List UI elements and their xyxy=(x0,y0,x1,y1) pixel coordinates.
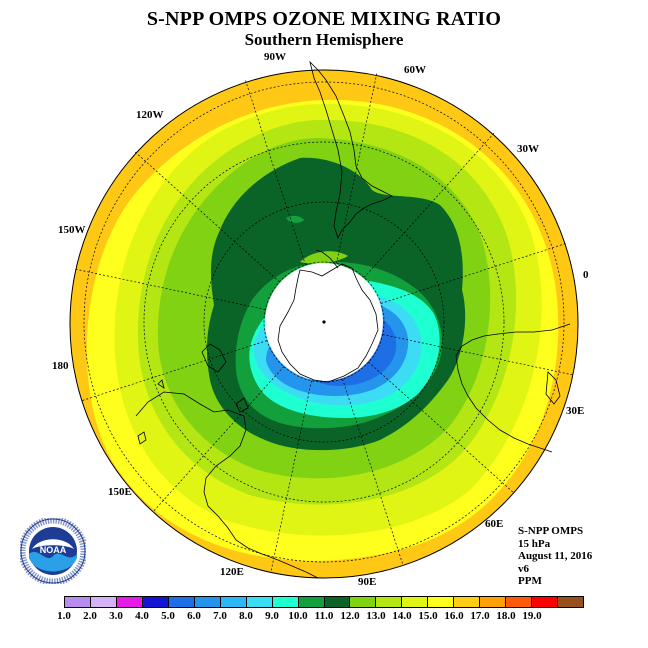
colorbar-cell xyxy=(65,597,91,607)
colorbar-tick-label: 4.0 xyxy=(135,610,149,622)
info-version: v6 xyxy=(518,562,529,575)
lon-label-0: 0 xyxy=(583,269,589,281)
colorbar-cell xyxy=(272,597,299,607)
colorbar-cell xyxy=(532,597,559,607)
ozone-contour-fill xyxy=(70,70,578,578)
graticule xyxy=(75,73,573,571)
colorbar-tick-label: 17.0 xyxy=(470,610,490,622)
lon-label-90e: 90E xyxy=(358,576,377,588)
meridian-line xyxy=(382,334,573,376)
colorbar-tick-label: 14.0 xyxy=(392,610,412,622)
colorbar-tick-label: 18.0 xyxy=(496,610,516,622)
lon-label-120e: 120E xyxy=(220,566,244,578)
colorbar-cell xyxy=(246,597,273,607)
antarctica-coast xyxy=(277,263,379,383)
lon-label-30e: 30E xyxy=(566,405,585,417)
colorbar-cell xyxy=(376,597,403,607)
colorbar-cell xyxy=(350,597,377,607)
colorbar-tick-label: 19.0 xyxy=(522,610,542,622)
lon-label-180: 180 xyxy=(52,360,69,372)
colorbar-tick-label: 11.0 xyxy=(314,610,334,622)
meridian-line xyxy=(245,80,306,266)
south-pole-marker xyxy=(322,320,326,324)
info-units: PPM xyxy=(518,575,542,587)
ozone-patch-green xyxy=(286,215,304,223)
south-america-coast xyxy=(309,60,393,240)
lon-label-120w: 120W xyxy=(136,109,164,121)
meridian-line xyxy=(380,243,566,304)
island-coast xyxy=(137,431,147,445)
lon-label-90w: 90W xyxy=(264,51,286,63)
colorbar-cell xyxy=(428,597,455,607)
island-coast-2 xyxy=(157,379,165,389)
colorbar-tick-label: 16.0 xyxy=(444,610,464,622)
info-instrument: S-NPP OMPS xyxy=(518,525,584,537)
colorbar-cell xyxy=(116,597,143,607)
ozone-patch-light-green xyxy=(424,412,444,425)
coastlines xyxy=(135,60,571,579)
meridian-line xyxy=(368,361,513,493)
meridians xyxy=(75,73,573,571)
meridian-line xyxy=(75,268,266,310)
map-border xyxy=(69,69,579,579)
lon-label-150w: 150W xyxy=(58,224,86,236)
meridian-line xyxy=(270,380,312,571)
colorbar-tick-label: 5.0 xyxy=(161,610,175,622)
meridian-line xyxy=(336,73,378,264)
colorbar-cell xyxy=(324,597,351,607)
lon-label-150e: 150E xyxy=(108,486,132,498)
colorbar-cell xyxy=(454,597,481,607)
colorbar-tick-label: 3.0 xyxy=(109,610,123,622)
meridian-line xyxy=(135,151,280,283)
colorbar-tick-label: 1.0 xyxy=(57,610,71,622)
colorbar-tick-label: 10.0 xyxy=(288,610,308,622)
map-subtitle: Southern Hemisphere xyxy=(244,30,404,49)
meridian-line xyxy=(82,340,268,401)
ozone-patch-light-green-2 xyxy=(300,251,348,264)
lon-label-60w: 60W xyxy=(404,64,426,76)
colorbar-tick-label: 2.0 xyxy=(83,610,97,622)
colorbar-cell xyxy=(220,597,247,607)
colorbar-tick-label: 12.0 xyxy=(340,610,360,622)
colorbar-tick-label: 8.0 xyxy=(239,610,253,622)
colorbar-tick-label: 15.0 xyxy=(418,610,438,622)
colorbar-tick-label: 7.0 xyxy=(213,610,227,622)
colorbar-tick-label: 9.0 xyxy=(265,610,279,622)
tasmania-coast xyxy=(235,397,249,413)
meridian-line xyxy=(153,366,285,511)
colorbar-labels: 1.0 2.0 3.0 4.0 5.0 6.0 7.0 8.0 9.0 10.0 11.0 12.0 1… xyxy=(57,610,584,624)
colorbar-cell xyxy=(402,597,429,607)
latitude-circle-75s xyxy=(263,261,385,383)
noaa-logo: NOAA xyxy=(20,518,86,584)
latitude-circle-45s xyxy=(143,141,505,503)
colorbar-cell xyxy=(194,597,221,607)
map-title: S-NPP OMPS OZONE MIXING RATIO xyxy=(146,8,502,30)
new-zealand-coast xyxy=(201,343,227,373)
madagascar-coast xyxy=(545,371,561,405)
colorbar-tick-label: 13.0 xyxy=(366,610,386,622)
meridian-line xyxy=(363,133,495,278)
colorbar-cell xyxy=(168,597,195,607)
colorbar-cell xyxy=(480,597,507,607)
latitude-circle-60s xyxy=(203,201,445,443)
colorbar-cell xyxy=(558,597,584,607)
colorbar-tick-label: 6.0 xyxy=(187,610,201,622)
noaa-logo-text: NOAA xyxy=(40,545,67,555)
africa-coast xyxy=(455,323,571,453)
lon-label-60e: 60E xyxy=(485,518,504,530)
colorbar-cell xyxy=(506,597,533,607)
info-level: 15 hPa xyxy=(518,537,551,550)
lon-label-30w: 30W xyxy=(517,143,539,155)
colorbar xyxy=(64,596,584,608)
meridian-line xyxy=(342,378,403,564)
colorbar-cell xyxy=(142,597,169,607)
colorbar-cell xyxy=(90,597,117,607)
australia-coast xyxy=(135,391,319,579)
info-block: S-NPP OMPS 15 hPa August 11, 2016 v6 PPM xyxy=(518,525,592,588)
latitude-circle-30s xyxy=(83,81,565,563)
info-date: August 11, 2016 xyxy=(518,550,593,562)
colorbar-cell xyxy=(298,597,325,607)
